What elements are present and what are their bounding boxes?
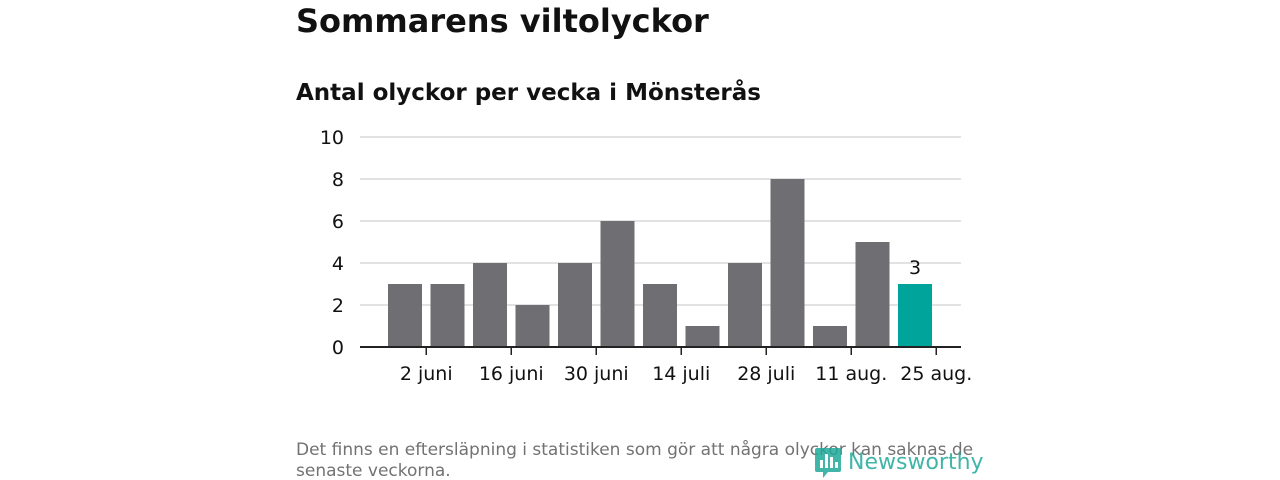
y-tick-label: 6 xyxy=(332,211,344,233)
x-axis-ticks: 2 juni 16 juni 30 juni 14 juli 28 juli 11 aug… xyxy=(400,347,972,385)
bar-value-label: 3 xyxy=(909,257,921,279)
bar xyxy=(685,326,720,347)
chart-subtitle: Antal olyckor per vecka i Mönsterås xyxy=(296,80,761,106)
bar xyxy=(600,221,635,347)
y-tick-label: 0 xyxy=(332,337,344,359)
bar xyxy=(473,263,507,347)
newsworthy-logo-text: Newsworthy xyxy=(848,449,984,475)
x-tick-label: 11 aug. xyxy=(815,363,887,385)
bar xyxy=(558,263,592,347)
y-tick-label: 2 xyxy=(332,295,344,317)
bar xyxy=(430,284,465,347)
chart-title: Sommarens viltolyckor xyxy=(296,2,709,40)
bar xyxy=(643,284,677,347)
bar xyxy=(388,284,422,347)
bar xyxy=(770,179,805,347)
x-tick-label: 30 juni xyxy=(564,363,629,385)
x-tick-label: 28 juli xyxy=(737,363,795,385)
y-tick-label: 10 xyxy=(320,127,344,149)
x-tick-label: 16 juni xyxy=(479,363,544,385)
newsworthy-logo-icon xyxy=(815,448,841,478)
x-tick-label: 14 juli xyxy=(652,363,710,385)
bar xyxy=(515,305,550,347)
data-labels: 3 xyxy=(909,257,921,279)
bar-highlight xyxy=(898,284,932,347)
y-tick-label: 4 xyxy=(332,253,344,275)
bar xyxy=(813,326,847,347)
y-tick-label: 8 xyxy=(332,169,344,191)
newsworthy-logo: Newsworthy xyxy=(814,444,984,480)
x-tick-label: 2 juni xyxy=(400,363,453,385)
x-tick-label: 25 aug. xyxy=(900,363,972,385)
bar xyxy=(728,263,762,347)
bar xyxy=(855,242,890,347)
bar-chart: 0 2 4 6 8 10 2 juni 16 juni 30 juni 14 juli 28 ju… xyxy=(320,127,972,385)
y-axis-ticks: 0 2 4 6 8 10 xyxy=(320,127,344,359)
bars xyxy=(388,179,932,347)
footnote: Det finns en eftersläpning i statistiken… xyxy=(296,440,974,480)
